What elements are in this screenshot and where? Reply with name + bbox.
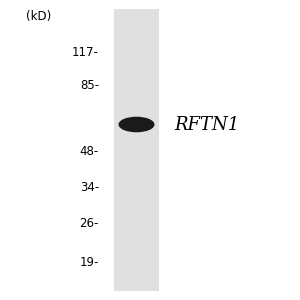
Ellipse shape — [118, 117, 154, 132]
Text: 117-: 117- — [72, 46, 99, 59]
Text: 48-: 48- — [80, 145, 99, 158]
Text: 26-: 26- — [80, 217, 99, 230]
Text: (kD): (kD) — [26, 10, 52, 23]
Text: 19-: 19- — [80, 256, 99, 269]
Text: RFTN1: RFTN1 — [174, 116, 239, 134]
Text: 85-: 85- — [80, 79, 99, 92]
Bar — [114, 9, 159, 291]
Text: 34-: 34- — [80, 181, 99, 194]
